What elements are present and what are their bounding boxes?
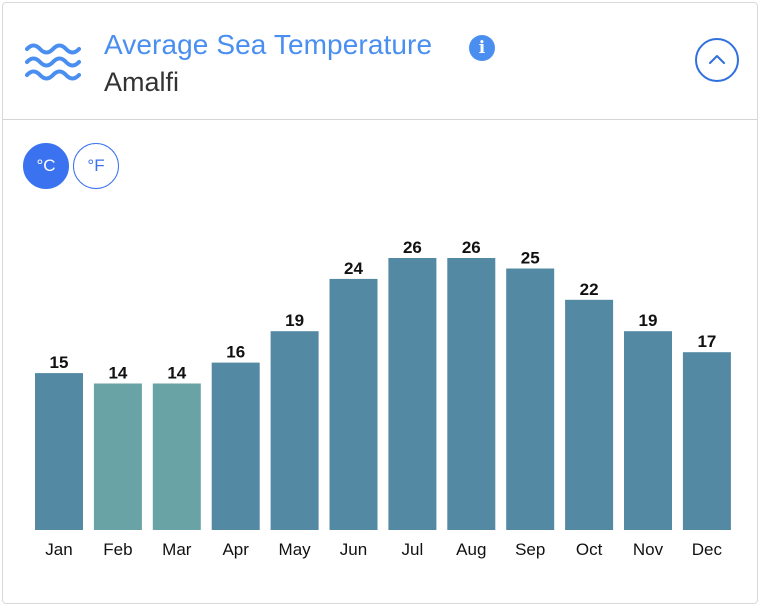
collapse-button[interactable] [695,38,739,82]
bar-feb[interactable] [93,383,142,531]
bar-jan[interactable] [35,373,83,530]
x-tick-label-jan: Jan [45,540,72,559]
bar-jun[interactable] [329,278,378,530]
bar-value-label-nov: 19 [639,311,658,330]
x-tick-label-dec: Dec [692,540,723,559]
x-tick-label-aug: Aug [456,540,486,559]
card-title: Average Sea Temperature [104,29,433,60]
bar-value-label-jun: 24 [344,259,363,278]
fahrenheit-toggle[interactable]: °F [73,143,119,189]
bar-value-label-feb: 14 [108,364,127,383]
bar-value-label-apr: 16 [226,343,245,362]
bar-value-label-dec: 17 [697,332,716,351]
x-tick-label-may: May [279,540,312,559]
chevron-up-icon [709,55,725,64]
waves-icon [25,43,81,81]
location-name: Amalfi [104,67,180,97]
bar-value-label-aug: 26 [462,238,481,257]
x-tick-label-apr: Apr [222,540,249,559]
celsius-toggle[interactable]: °C [23,143,69,189]
bar-value-label-may: 19 [285,311,304,330]
card-header: Average Sea Temperature i Amalfi [3,3,757,120]
bar-sep[interactable] [506,268,555,531]
bar-mar[interactable] [152,383,201,531]
x-tick-label-oct: Oct [576,540,603,559]
bar-may[interactable] [270,331,319,530]
bar-value-label-mar: 14 [167,364,186,383]
bar-jul[interactable] [388,258,437,530]
x-tick-label-sep: Sep [515,540,545,559]
bar-oct[interactable] [565,299,614,530]
x-tick-label-jun: Jun [340,540,367,559]
bar-aug[interactable] [447,258,496,530]
bar-nov[interactable] [624,331,672,530]
x-tick-label-feb: Feb [103,540,132,559]
bar-value-label-jul: 26 [403,238,422,257]
bar-chart: 15 Jan 14 Feb 14 Mar 16 Apr 19 May 24 Jun 26 Jul 26 Aug… [35,238,731,559]
x-tick-label-jul: Jul [402,540,424,559]
x-tick-label-nov: Nov [633,540,664,559]
x-tick-label-mar: Mar [162,540,192,559]
info-icon[interactable]: i [469,35,495,61]
bar-dec[interactable] [682,352,731,530]
bar-value-label-jan: 15 [50,353,69,372]
bar-value-label-oct: 22 [580,280,599,299]
bar-apr[interactable] [211,362,260,530]
bar-value-label-sep: 25 [521,249,540,268]
